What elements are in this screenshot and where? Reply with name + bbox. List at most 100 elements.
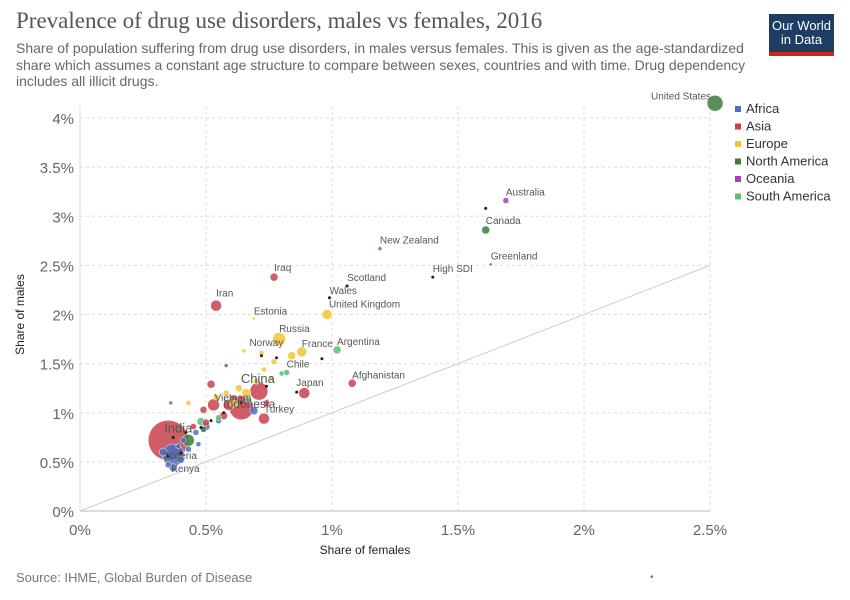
data-point	[263, 399, 270, 407]
x-tick-label: 2%	[573, 522, 595, 539]
point-label: Estonia	[254, 306, 288, 317]
x-tick-label: 2.5%	[693, 522, 727, 539]
data-point	[287, 351, 296, 361]
data-point	[259, 354, 263, 358]
point-label: Norway	[249, 338, 283, 349]
data-point	[298, 387, 311, 399]
data-point	[166, 454, 170, 458]
data-point	[185, 445, 192, 453]
data-point	[706, 95, 724, 112]
logo-line-1: Our World	[772, 18, 831, 33]
data-point	[199, 406, 208, 414]
data-point	[295, 390, 299, 394]
point-label: Canada	[486, 216, 521, 227]
y-tick-label: 2.5%	[40, 258, 74, 275]
data-point	[209, 419, 213, 423]
data-point	[481, 225, 490, 235]
legend-swatch	[735, 141, 741, 147]
x-tick-label: 1.5%	[441, 522, 475, 539]
data-point	[321, 309, 333, 320]
point-label: Iran	[216, 289, 233, 300]
data-point	[184, 430, 188, 434]
point-label: United Kingdom	[329, 300, 400, 311]
data-point	[252, 316, 256, 321]
point-label: Japan	[296, 378, 323, 389]
data-point	[347, 379, 357, 388]
point-label: New Zealand	[380, 236, 439, 247]
legend-swatch	[735, 176, 741, 182]
data-point	[212, 393, 220, 401]
y-tick-label: 0.5%	[40, 455, 74, 472]
data-point	[377, 246, 383, 251]
legend-item: Europe	[746, 136, 788, 151]
logo-line-2: in Data	[780, 32, 823, 47]
chart-title: Prevalence of drug use disorders, males …	[16, 8, 543, 33]
y-tick-label: 0%	[52, 504, 74, 521]
point-label: Russia	[279, 324, 310, 335]
data-point	[158, 447, 168, 457]
data-point	[502, 197, 510, 204]
source-note: Source: IHME, Global Burden of Disease	[16, 570, 253, 585]
data-point	[192, 429, 200, 436]
point-label: Kenya	[171, 464, 200, 475]
point-label: Wales	[329, 286, 356, 297]
data-point	[241, 388, 252, 398]
x-axis-title: Share of females	[320, 543, 411, 557]
data-point	[261, 366, 267, 373]
data-point	[320, 357, 324, 361]
point-label: High SDI	[433, 264, 473, 275]
point-label: India	[164, 420, 193, 435]
data-point	[264, 384, 268, 388]
point-label: France	[302, 339, 334, 350]
data-point	[202, 418, 210, 427]
point-label: Australia	[506, 188, 545, 199]
data-point	[484, 206, 488, 210]
data-point	[215, 414, 222, 421]
legend-item: Asia	[746, 119, 772, 134]
point-label: United States	[651, 91, 711, 102]
x-tick-label: 1%	[321, 522, 343, 539]
data-point	[195, 441, 202, 447]
point-label: Iraq	[274, 263, 291, 274]
point-label: Greenland	[491, 251, 538, 262]
y-tick-label: 1.5%	[40, 357, 74, 374]
data-point	[268, 375, 275, 382]
legend-swatch	[735, 123, 741, 130]
data-point	[190, 423, 197, 430]
y-tick-label: 2%	[52, 308, 74, 325]
data-point	[296, 346, 308, 358]
data-point	[185, 400, 192, 406]
legend-item: South America	[746, 189, 831, 204]
legend-item: Africa	[746, 101, 780, 116]
y-axis-title: Share of males	[13, 274, 27, 355]
point-label: China	[241, 371, 276, 386]
data-point	[332, 345, 342, 355]
data-point	[278, 370, 285, 377]
x-tick-label: 0.5%	[189, 522, 223, 539]
data-point	[171, 435, 175, 439]
legend-swatch	[735, 193, 741, 200]
our-world-in-data-logo[interactable]: Our World in Data	[769, 14, 834, 56]
data-point	[241, 348, 247, 354]
point-label: Turkey	[264, 405, 294, 416]
data-point	[229, 399, 238, 409]
data-point	[180, 437, 187, 444]
point-label: Indonesia	[223, 397, 275, 411]
data-point	[269, 272, 279, 282]
data-point	[199, 425, 203, 429]
data-point	[272, 332, 286, 346]
point-label: Chile	[287, 359, 310, 370]
data-point	[210, 299, 222, 312]
legend-item: North America	[746, 154, 829, 169]
x-tick-label: 0%	[69, 522, 91, 539]
data-point	[222, 389, 230, 397]
data-point	[327, 296, 331, 300]
point-label: Afghanistan	[352, 370, 405, 381]
data-point	[489, 262, 493, 267]
data-point	[253, 378, 260, 385]
legend-swatch	[735, 158, 741, 165]
legend-item: Oceania	[746, 171, 795, 186]
data-point	[179, 451, 183, 455]
data-point	[206, 380, 216, 389]
